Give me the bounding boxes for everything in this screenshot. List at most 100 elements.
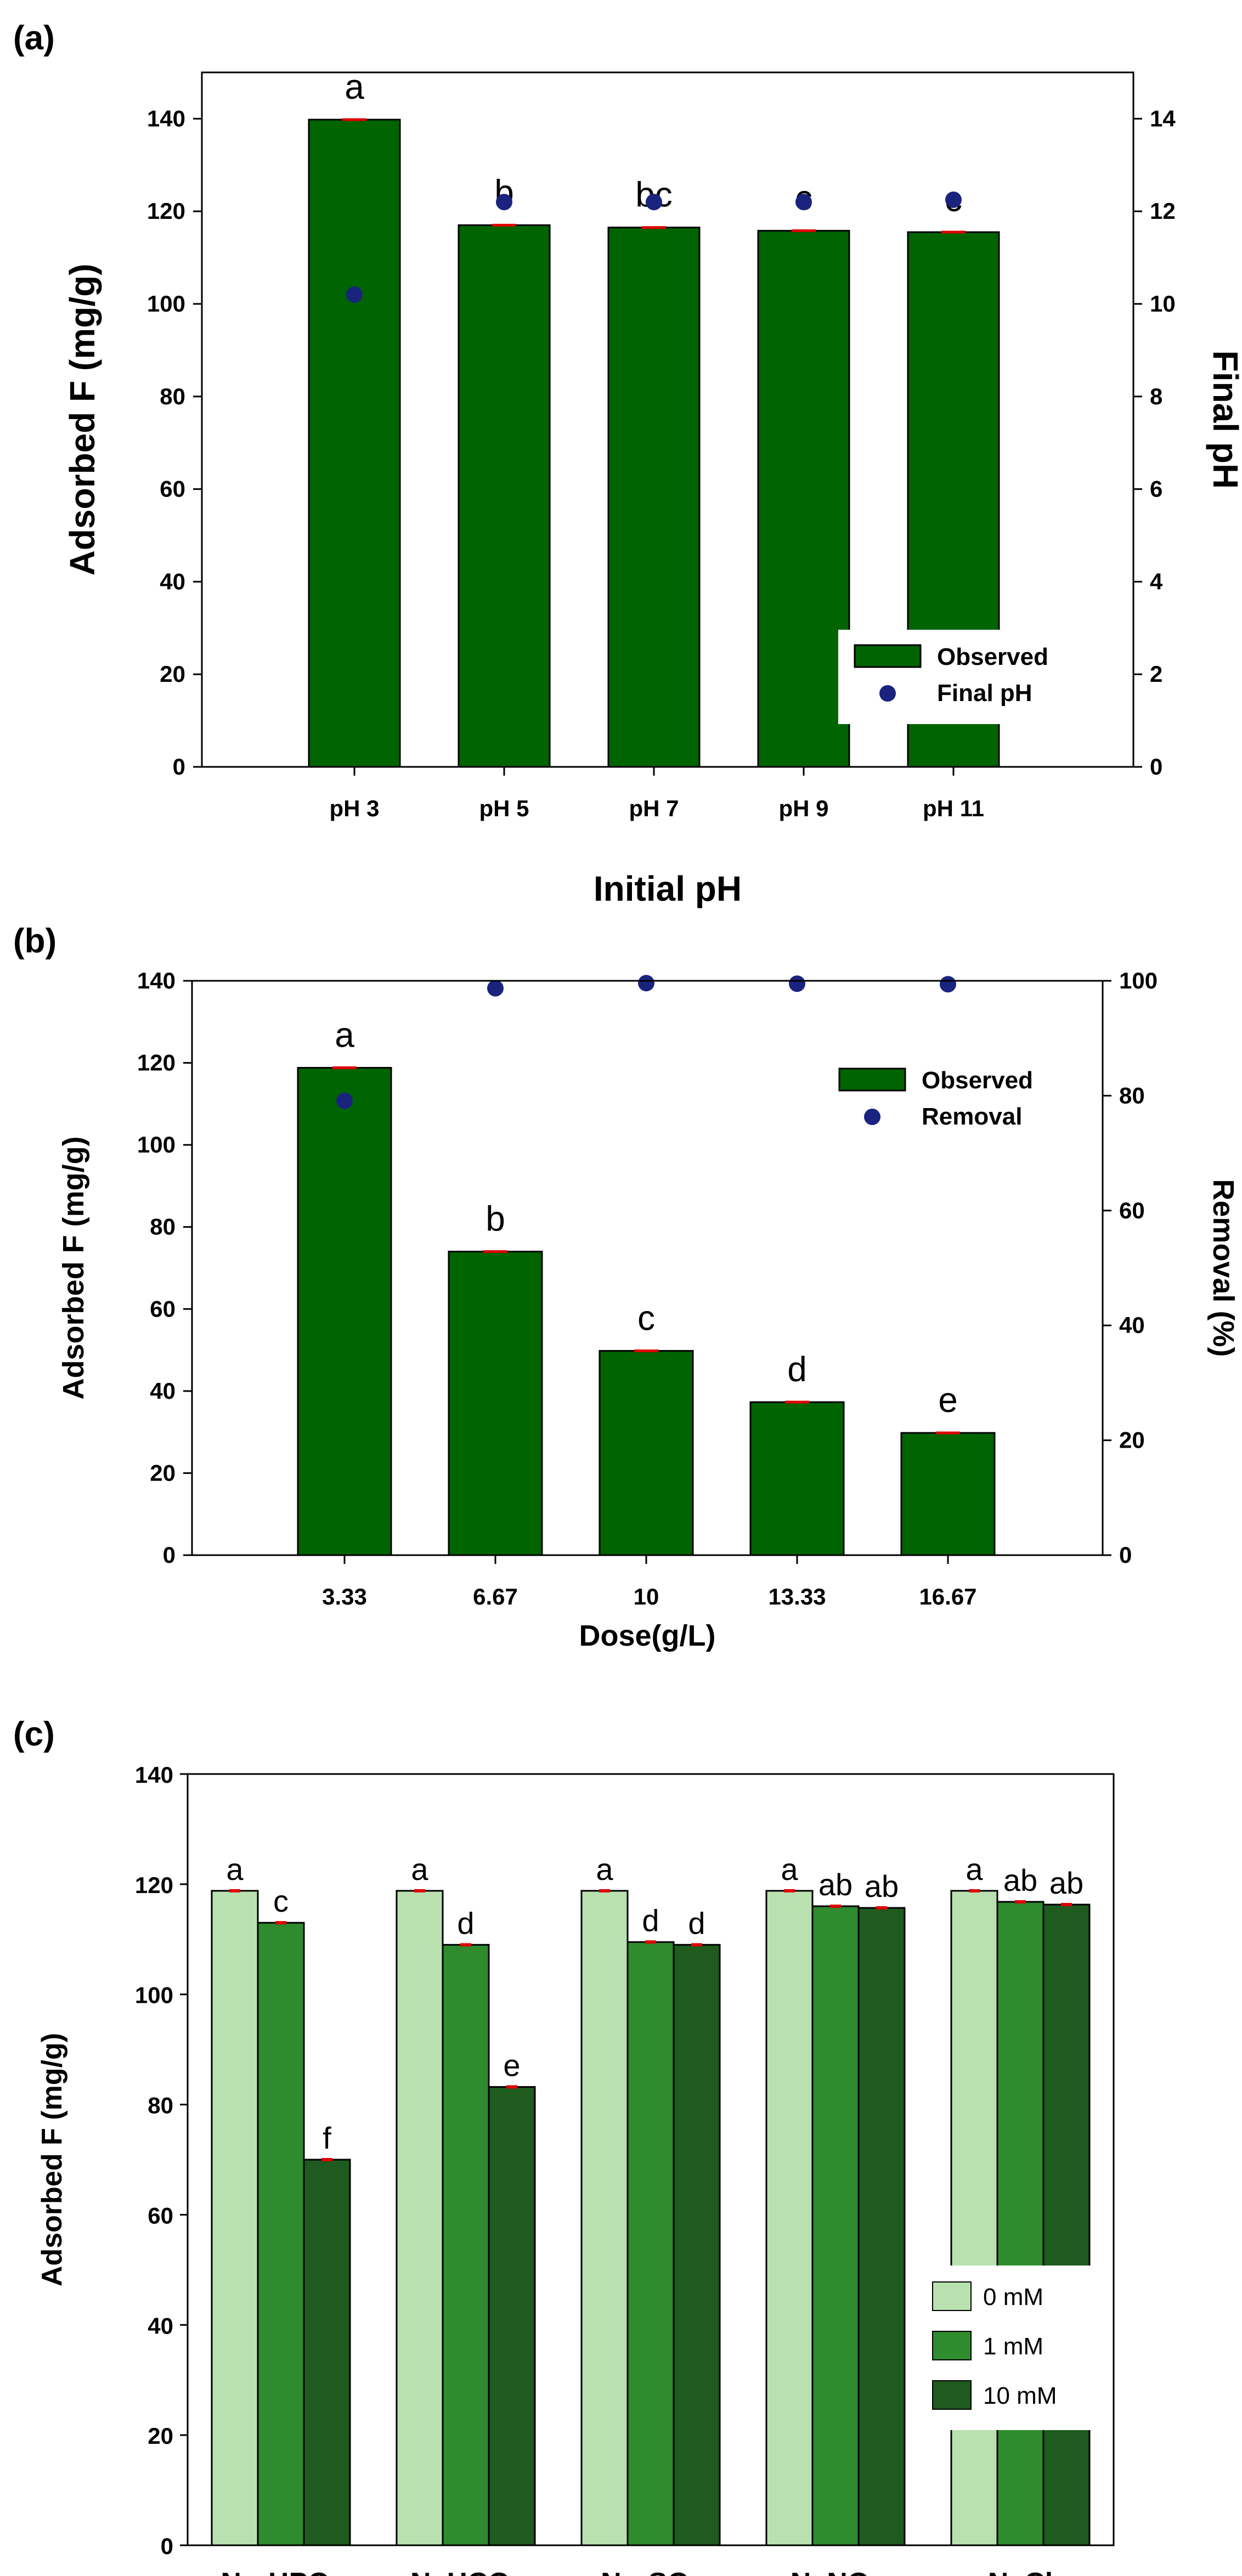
formula-text: NaCl — [988, 2567, 1053, 2576]
formula-text: SO — [648, 2567, 690, 2576]
legend-label: 10 mM — [983, 2382, 1057, 2409]
significance-letter: a — [596, 1852, 613, 1886]
plot-frame — [201, 71, 1134, 768]
bar-10 — [599, 1350, 694, 1556]
bar-1mM — [626, 1941, 675, 2546]
y-tick-label: 40 — [150, 1378, 176, 1404]
panel-label: (c) — [13, 1715, 55, 1753]
legend-swatch-point — [879, 685, 896, 702]
significance-letter: b — [485, 1199, 505, 1239]
y-right-tick-label: 12 — [1150, 198, 1176, 224]
significance-letter: a — [226, 1852, 244, 1886]
y-right-axis-title: Final pH — [1206, 351, 1242, 489]
bar-10mM — [857, 1907, 906, 2546]
bar-13.33 — [749, 1401, 845, 1556]
plot-frame — [187, 1773, 1115, 2546]
x-tick-label: NaCl — [988, 2567, 1053, 2576]
significance-letter: a — [781, 1852, 798, 1886]
y-axis-title: Adsorbed F (mg/g) — [63, 264, 102, 576]
significance-letter: d — [642, 1903, 659, 1937]
significance-letter: ab — [1049, 1866, 1083, 1900]
point-Final pH — [945, 191, 962, 208]
y-tick-label: 20 — [160, 661, 185, 687]
significance-letter: a — [335, 1015, 354, 1055]
y-tick-label: 80 — [148, 2093, 173, 2119]
legend-label: 0 mM — [983, 2284, 1043, 2311]
y-tick-label: 60 — [160, 476, 185, 502]
legend-swatch — [932, 2380, 972, 2410]
bar-10mM — [488, 2086, 536, 2546]
formula-text: Na — [221, 2567, 258, 2576]
x-tick-label: Na2SO4 — [601, 2567, 701, 2576]
x-tick-label: NaHCO3 — [410, 2567, 521, 2576]
legend-label: Final pH — [937, 680, 1032, 707]
significance-letter: c — [273, 1884, 289, 1918]
significance-letter: d — [688, 1906, 705, 1940]
y-tick-label: 100 — [135, 1982, 173, 2008]
y-right-tick-label: 0 — [1150, 754, 1162, 779]
point-Final pH — [346, 286, 363, 303]
y-tick-label: 140 — [147, 105, 185, 131]
bar-1mM — [811, 1905, 860, 2546]
legend-swatch — [932, 2331, 972, 2360]
bar-1mM — [442, 1944, 490, 2546]
plot-frame — [191, 980, 1104, 1556]
point-Removal — [638, 975, 654, 992]
legend-swatch-bar — [838, 1067, 906, 1092]
x-tick-label: 6.67 — [473, 1584, 518, 1609]
legend-swatch-bar — [854, 644, 922, 668]
x-tick-label: NaNO3 — [791, 2567, 881, 2576]
bar-0mM — [580, 1890, 629, 2546]
formula-text: NaNO — [791, 2567, 870, 2576]
legend-label: Observed — [922, 1067, 1033, 1094]
y-right-tick-label: 10 — [1150, 291, 1176, 317]
x-tick-label: pH 9 — [778, 795, 828, 821]
panel-b: (b) a 3.33 b 6.67 c 10 d 13.33 e 16.67 0 20 40 60 80 100… — [13, 922, 1240, 1652]
significance-letter: a — [411, 1852, 428, 1886]
panel-label: (b) — [13, 922, 57, 960]
y-tick-label: 20 — [148, 2423, 173, 2449]
y-right-tick-label: 60 — [1119, 1197, 1145, 1223]
formula-text: HPO — [268, 2567, 330, 2576]
y-tick-label: 140 — [137, 968, 176, 993]
bar-pH 7 — [607, 227, 701, 768]
significance-letter: c — [637, 1298, 655, 1338]
bar-pH 3 — [308, 118, 401, 768]
legend-label: Observed — [937, 643, 1048, 670]
point-Removal — [789, 975, 805, 992]
bar-16.67 — [900, 1432, 996, 1556]
bar-0mM — [950, 1890, 998, 2546]
point-Final pH — [795, 194, 812, 211]
point-Removal — [336, 1092, 353, 1109]
y-tick-label: 0 — [173, 754, 185, 779]
x-axis-title: Initial pH — [594, 869, 742, 908]
y-tick-label: 80 — [160, 383, 185, 409]
bar-0mM — [211, 1890, 259, 2546]
significance-letter: f — [323, 2121, 331, 2155]
y-right-axis-title: Removal (%) — [1207, 1179, 1240, 1357]
legend-swatch-point — [864, 1109, 880, 1125]
y-tick-label: 60 — [148, 2202, 173, 2228]
point-Final pH — [646, 194, 662, 211]
formula-text: NaHCO — [410, 2567, 510, 2576]
y-right-tick-label: 8 — [1150, 383, 1162, 409]
y-tick-label: 100 — [137, 1132, 176, 1157]
y-right-tick-label: 40 — [1119, 1312, 1145, 1338]
point-Final pH — [496, 194, 512, 211]
y-tick-label: 120 — [137, 1050, 176, 1076]
legend-swatch — [932, 2281, 972, 2311]
x-tick-label: Na2HPO4 — [221, 2567, 341, 2576]
y-right-tick-label: 20 — [1119, 1427, 1145, 1453]
bar-0mM — [765, 1890, 814, 2546]
y-tick-label: 80 — [150, 1214, 176, 1240]
bar-0mM — [396, 1890, 444, 2546]
bar-1mM — [257, 1922, 305, 2546]
significance-letter: ab — [818, 1867, 853, 1902]
significance-letter: a — [966, 1852, 983, 1886]
bar-6.67 — [448, 1251, 543, 1556]
bar-10mM — [1042, 1903, 1091, 2546]
bar-1mM — [996, 1901, 1045, 2546]
x-tick-label: 10 — [634, 1584, 659, 1609]
panel-label: (a) — [13, 19, 55, 57]
